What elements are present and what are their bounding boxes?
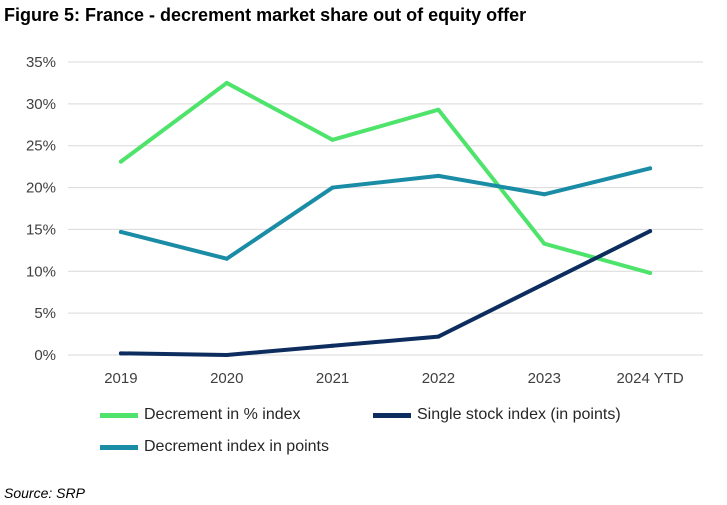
y-axis-ticks: 0% 5% 10% 15% 20% 25% 30% 35% [26,54,56,364]
data-point [330,185,335,190]
y-tick-label: 20% [26,180,56,197]
data-point [224,353,229,357]
x-tick-label: 2023 [528,370,561,387]
data-point [118,159,123,164]
x-tick-label: 2022 [422,370,455,387]
series-line-2 [118,166,653,261]
data-point [648,229,653,234]
data-point [648,270,653,275]
data-point [224,80,229,85]
x-axis-ticks: 2019 2020 2021 2022 2023 2024 YTD [104,370,684,387]
data-point [542,281,547,286]
gridlines [68,61,703,356]
data-point [224,256,229,261]
y-tick-label: 30% [26,96,56,113]
y-tick-label: 5% [34,305,56,322]
data-point [648,166,653,171]
data-point [118,229,123,234]
x-tick-label: 2020 [210,370,243,387]
y-tick-label: 25% [26,138,56,155]
x-tick-label: 2024 YTD [616,370,683,387]
series-line-0 [118,80,653,275]
data-point [542,241,547,246]
data-point [436,107,441,112]
series-lines [118,80,653,357]
y-tick-label: 15% [26,221,56,238]
y-tick-label: 0% [34,347,56,364]
y-tick-label: 35% [26,54,56,71]
source-note: Source: SRP [4,485,85,501]
data-point [330,137,335,142]
x-tick-label: 2021 [316,370,349,387]
x-tick-label: 2019 [104,370,137,387]
data-point [118,351,123,356]
data-point [436,334,441,339]
data-point [436,173,441,178]
series-line-1 [118,229,653,357]
chart-title: Figure 5: France - decrement market shar… [4,5,527,25]
data-point [330,343,335,348]
y-tick-label: 10% [26,263,56,280]
data-point [542,192,547,197]
